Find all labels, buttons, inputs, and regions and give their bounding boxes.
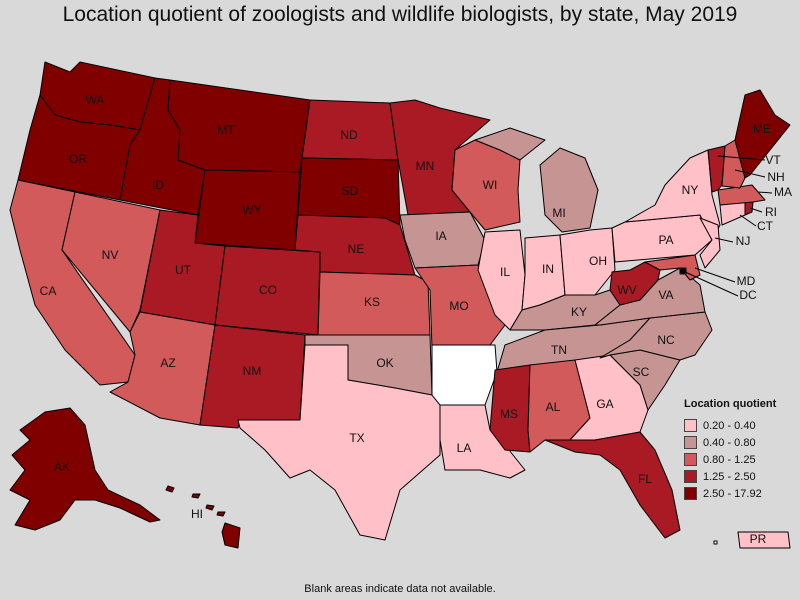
legend-label: 1.25 - 2.50 [703, 470, 756, 483]
island-vi [713, 540, 718, 545]
label-AZ: AZ [160, 356, 175, 370]
state-VT[interactable] [707, 145, 726, 193]
label-WA: WA [86, 93, 105, 107]
label-ND: ND [340, 128, 358, 142]
label-VA: VA [658, 288, 673, 302]
state-WV[interactable] [609, 261, 661, 306]
label-CT: CT [757, 219, 774, 233]
label-KY: KY [571, 305, 587, 319]
legend-title: Location quotient [684, 398, 777, 410]
legend-label: 0.80 - 1.25 [703, 453, 756, 466]
label-ID: ID [152, 178, 164, 192]
label-WY: WY [242, 203, 261, 217]
label-HI: HI [191, 507, 203, 521]
legend-swatch [684, 487, 697, 500]
label-MI: MI [552, 206, 565, 220]
label-IA: IA [435, 229, 446, 243]
map-title: Location quotient of zoologists and wild… [62, 3, 738, 26]
legend-row-3: 1.25 - 2.50 [684, 468, 776, 485]
label-NJ: NJ [736, 234, 751, 248]
label-ME: ME [753, 122, 771, 136]
label-MS: MS [500, 407, 518, 421]
label-NH: NH [767, 170, 784, 184]
label-OK: OK [376, 356, 393, 370]
state-labels: WA OR ID MT WY SD ME AK HI ND MN NE UT C… [40, 93, 792, 546]
label-MN: MN [416, 159, 435, 173]
state-MT[interactable] [167, 79, 311, 173]
legend-row-0: 0.20 - 0.40 [684, 417, 776, 434]
state-TX[interactable] [237, 344, 441, 541]
dc-marker [680, 268, 686, 274]
label-WV: WV [617, 283, 636, 297]
label-TN: TN [551, 343, 567, 357]
label-NV: NV [102, 248, 119, 262]
label-WI: WI [483, 178, 498, 192]
label-DC: DC [739, 288, 757, 302]
label-IL: IL [500, 265, 510, 279]
label-IN: IN [542, 262, 554, 276]
label-VT: VT [765, 153, 781, 167]
state-MI[interactable] [474, 127, 599, 233]
state-FL[interactable] [544, 431, 681, 539]
state-LA[interactable] [439, 404, 526, 479]
legend-swatch [684, 453, 697, 466]
label-KS: KS [364, 295, 380, 309]
label-TX: TX [349, 431, 364, 445]
label-SC: SC [633, 365, 650, 379]
label-FL: FL [638, 472, 652, 486]
legend-swatch [684, 419, 697, 432]
state-ME[interactable] [734, 89, 791, 179]
legend-row-1: 0.40 - 0.80 [684, 434, 776, 451]
legend-row-2: 0.80 - 1.25 [684, 451, 776, 468]
label-CO: CO [259, 283, 277, 297]
state-NJ[interactable] [699, 217, 721, 269]
label-MD: MD [737, 274, 756, 288]
label-RI: RI [765, 205, 777, 219]
state-HI[interactable] [165, 485, 241, 549]
label-OH: OH [589, 254, 607, 268]
state-NH[interactable] [721, 139, 746, 189]
legend-row-4: 2.50 - 17.92 [684, 485, 776, 502]
state-AK[interactable] [9, 407, 161, 531]
label-NY: NY [682, 183, 699, 197]
legend: Location quotient 0.20 - 0.40 0.40 - 0.8… [684, 398, 776, 502]
label-AK: AK [54, 460, 70, 474]
label-PR: PR [750, 532, 767, 546]
footnote: Blank areas indicate data not available. [304, 583, 496, 595]
leader-lines [682, 155, 773, 297]
state-MA[interactable] [717, 184, 766, 206]
state-CT[interactable] [719, 201, 746, 226]
label-NC: NC [657, 333, 675, 347]
state-PR[interactable] [737, 531, 791, 549]
label-PA: PA [658, 233, 673, 247]
label-CA: CA [40, 284, 57, 298]
label-SD: SD [342, 184, 359, 198]
legend-label: 2.50 - 17.92 [703, 487, 762, 500]
label-MA: MA [774, 185, 792, 199]
state-KS[interactable] [317, 271, 431, 336]
label-AL: AL [546, 400, 561, 414]
label-MT: MT [217, 123, 235, 137]
label-OR: OR [69, 152, 87, 166]
label-UT: UT [175, 263, 192, 277]
state-NC[interactable] [599, 311, 713, 361]
label-NE: NE [348, 242, 365, 256]
legend-swatch [684, 436, 697, 449]
legend-label: 0.20 - 0.40 [703, 419, 756, 432]
state-AR[interactable] [431, 344, 498, 406]
label-LA: LA [457, 441, 472, 455]
label-NM: NM [243, 364, 262, 378]
label-GA: GA [596, 397, 613, 411]
label-MO: MO [449, 299, 468, 313]
legend-swatch [684, 470, 697, 483]
legend-label: 0.40 - 0.80 [703, 436, 756, 449]
